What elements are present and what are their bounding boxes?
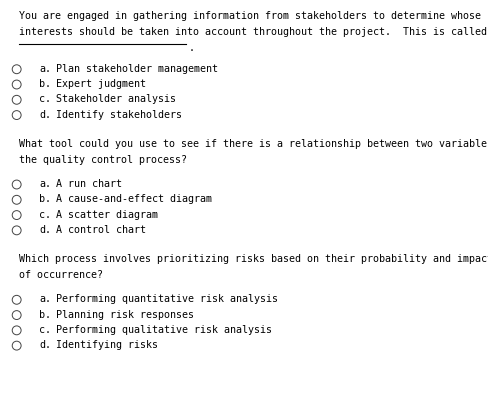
Text: b.: b. (39, 79, 51, 89)
Text: A scatter diagram: A scatter diagram (56, 210, 158, 220)
Text: Identify stakeholders: Identify stakeholders (56, 110, 182, 120)
Text: You are engaged in gathering information from stakeholders to determine whose: You are engaged in gathering information… (20, 11, 482, 21)
Text: c.: c. (39, 210, 51, 220)
Text: Plan stakeholder management: Plan stakeholder management (56, 64, 218, 74)
Text: b.: b. (39, 310, 51, 320)
Text: Stakeholder analysis: Stakeholder analysis (56, 94, 176, 104)
Text: Planning risk responses: Planning risk responses (56, 310, 194, 320)
Text: interests should be taken into account throughout the project.  This is called: interests should be taken into account t… (20, 27, 488, 37)
Text: d.: d. (39, 340, 51, 350)
Text: the quality control process?: the quality control process? (20, 155, 187, 165)
Text: A control chart: A control chart (56, 225, 145, 235)
Text: A cause-and-effect diagram: A cause-and-effect diagram (56, 195, 212, 205)
Text: Performing quantitative risk analysis: Performing quantitative risk analysis (56, 295, 278, 304)
Text: .: . (189, 43, 195, 53)
Text: What tool could you use to see if there is a relationship between two variables : What tool could you use to see if there … (20, 139, 488, 149)
Text: Identifying risks: Identifying risks (56, 340, 158, 350)
Text: b.: b. (39, 195, 51, 205)
Text: c.: c. (39, 325, 51, 335)
Text: Which process involves prioritizing risks based on their probability and impact: Which process involves prioritizing risk… (20, 254, 488, 264)
Text: Expert judgment: Expert judgment (56, 79, 145, 89)
Text: of occurrence?: of occurrence? (20, 270, 103, 280)
Text: d.: d. (39, 110, 51, 120)
Text: A run chart: A run chart (56, 179, 122, 189)
Text: d.: d. (39, 225, 51, 235)
Text: a.: a. (39, 64, 51, 74)
Text: c.: c. (39, 94, 51, 104)
Text: a.: a. (39, 179, 51, 189)
Text: a.: a. (39, 295, 51, 304)
Text: Performing qualitative risk analysis: Performing qualitative risk analysis (56, 325, 271, 335)
